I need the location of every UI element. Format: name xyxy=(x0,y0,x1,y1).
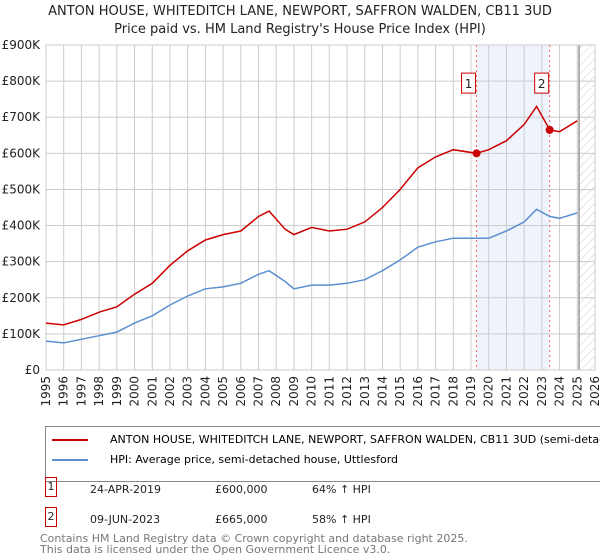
y-tick-label: £800K xyxy=(2,74,42,88)
annotation-box xyxy=(461,72,477,94)
x-tick-label: 2016 xyxy=(411,376,425,407)
annotation-label: 2 xyxy=(538,77,546,91)
legend-swatch-blue xyxy=(52,458,88,461)
y-tick-label: £200K xyxy=(2,291,42,305)
sale-point xyxy=(545,125,554,134)
x-tick-label: 2003 xyxy=(181,376,195,407)
y-tick-label: £600K xyxy=(2,146,42,160)
plot-border xyxy=(45,44,596,371)
marker-badge: 1 xyxy=(45,477,57,497)
x-tick-label: 1997 xyxy=(74,376,88,407)
chart-subtitle: Price paid vs. HM Land Registry's House … xyxy=(114,22,486,37)
annotation-box xyxy=(534,72,550,94)
hpi-line xyxy=(45,208,578,344)
x-tick-label: 2024 xyxy=(553,376,567,407)
y-tick-label: £0 xyxy=(25,363,40,377)
legend-label-property: ANTON HOUSE, WHITEDITCH LANE, NEWPORT, S… xyxy=(110,433,600,446)
legend: ANTON HOUSE, WHITEDITCH LANE, NEWPORT, S… xyxy=(45,426,600,482)
x-tick-label: 2020 xyxy=(482,376,496,407)
x-tick-label: 1998 xyxy=(92,376,106,407)
x-tick-label: 1999 xyxy=(110,376,124,407)
shaded-ownership-period xyxy=(476,45,550,370)
x-tick-label: 2009 xyxy=(287,376,301,407)
transaction-date: 24-APR-2019 xyxy=(90,483,162,496)
x-tick-label: 2002 xyxy=(163,376,177,407)
plot-area: 1995 1996 1997 1998 1999 2000 2001 2002 2003 2004… xyxy=(2,38,600,407)
x-tick-label: 2011 xyxy=(322,376,336,407)
footer-licence: This data is licensed under the Open Gov… xyxy=(40,543,391,556)
transaction-price: £665,000 xyxy=(215,513,268,526)
x-tick-label: 2025 xyxy=(570,376,584,407)
transaction-hpi: 64% ↑ HPI xyxy=(312,483,371,496)
y-tick-label: £900K xyxy=(2,38,42,52)
x-tick-label: 2017 xyxy=(429,376,443,407)
x-tick-label: 2001 xyxy=(145,376,159,407)
sale-point xyxy=(472,149,481,158)
x-tick-label: 2010 xyxy=(305,376,319,407)
x-tick-label: 2018 xyxy=(446,376,460,407)
x-tick-label: 2014 xyxy=(375,376,389,407)
x-tick-label: 2000 xyxy=(128,376,142,407)
legend-label-hpi: HPI: Average price, semi-detached house,… xyxy=(110,453,399,466)
property-price-line xyxy=(45,104,578,326)
x-tick-label: 2012 xyxy=(340,376,354,407)
x-tick-label: 2023 xyxy=(535,376,549,407)
y-tick-label: £400K xyxy=(2,219,42,233)
y-tick-label: £300K xyxy=(2,255,42,269)
x-tick-label: 2022 xyxy=(517,376,531,407)
transaction-hpi: 58% ↑ HPI xyxy=(312,513,371,526)
legend-swatch-red xyxy=(52,438,88,441)
marker-badge: 2 xyxy=(45,507,57,527)
x-tick-label: 2021 xyxy=(499,376,513,407)
x-tick-label: 2015 xyxy=(393,376,407,407)
x-tick-label: 2004 xyxy=(198,376,212,407)
x-tick-label: 2006 xyxy=(234,376,248,407)
y-tick-label: £500K xyxy=(2,182,42,196)
chart-title: ANTON HOUSE, WHITEDITCH LANE, NEWPORT, S… xyxy=(48,4,552,19)
y-tick-label: £100K xyxy=(2,327,42,341)
hatched-future-region xyxy=(579,45,595,370)
x-tick-label: 1995 xyxy=(39,376,53,407)
x-tick-label: 2007 xyxy=(252,376,266,407)
footer-copyright: Contains HM Land Registry data © Crown c… xyxy=(40,532,468,545)
x-tick-label: 2019 xyxy=(464,376,478,407)
x-tick-label: 1996 xyxy=(57,376,71,407)
annotation-label: 1 xyxy=(465,77,473,91)
y-tick-label: £700K xyxy=(2,110,42,124)
transaction-price: £600,000 xyxy=(215,483,268,496)
x-tick-label: 2008 xyxy=(269,376,283,407)
transaction-date: 09-JUN-2023 xyxy=(90,513,161,526)
x-tick-label: 2013 xyxy=(358,376,372,407)
x-tick-label: 2026 xyxy=(588,376,600,407)
x-tick-label: 2005 xyxy=(216,376,230,407)
